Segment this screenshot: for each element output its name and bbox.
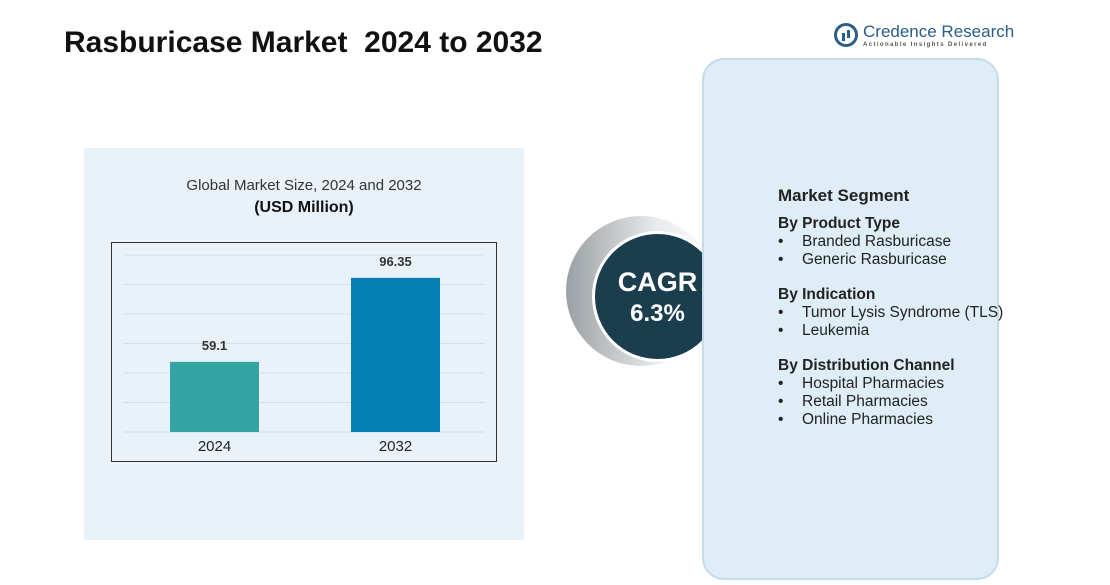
segment-item: Retail Pharmacies <box>778 393 1003 411</box>
segment-item: Leukemia <box>778 322 1003 340</box>
data-label: 59.1 <box>202 338 227 353</box>
segment-item: Branded Rasburicase <box>778 233 1003 251</box>
segment-item: Online Pharmacies <box>778 411 1003 429</box>
logo-tagline: Actionable Insights Delivered <box>863 42 988 48</box>
chart-title: Global Market Size, 2024 and 2032 <box>186 177 422 194</box>
segment-heading: Market Segment <box>778 186 910 205</box>
x-tick-label: 2024 <box>198 438 231 455</box>
logo-name: Credence Research <box>863 22 1015 41</box>
x-tick-label: 2032 <box>379 438 412 455</box>
logo-icon <box>834 23 858 47</box>
data-label: 96.35 <box>379 254 412 269</box>
chart-unit: (USD Million) <box>254 199 354 216</box>
cagr-value: 6.3% <box>630 300 685 327</box>
page-title: Rasburicase Market 2024 to 2032 <box>64 26 543 59</box>
credence-research-logo: Credence Research Actionable Insights De… <box>834 22 1014 48</box>
chart-box: 59.1 2024 96.35 2032 <box>111 242 497 462</box>
bar-2024 <box>170 361 259 432</box>
segment-group-title: By Distribution Channel <box>778 357 955 374</box>
segment-item: Tumor Lysis Syndrome (TLS) <box>778 304 1003 322</box>
segment-item: Hospital Pharmacies <box>778 375 1003 393</box>
market-segment-list: Market Segment By Product Type Branded R… <box>778 186 1003 446</box>
bar-chart: 59.1 2024 96.35 2032 <box>123 254 485 455</box>
cagr-label: CAGR <box>617 267 698 297</box>
segment-item: Generic Rasburicase <box>778 251 1003 269</box>
cagr-badge: CAGR 6.3% <box>592 231 723 362</box>
segment-group-title: By Indication <box>778 286 876 303</box>
segment-group-title: By Product Type <box>778 215 901 232</box>
bar-2032 <box>351 277 440 432</box>
